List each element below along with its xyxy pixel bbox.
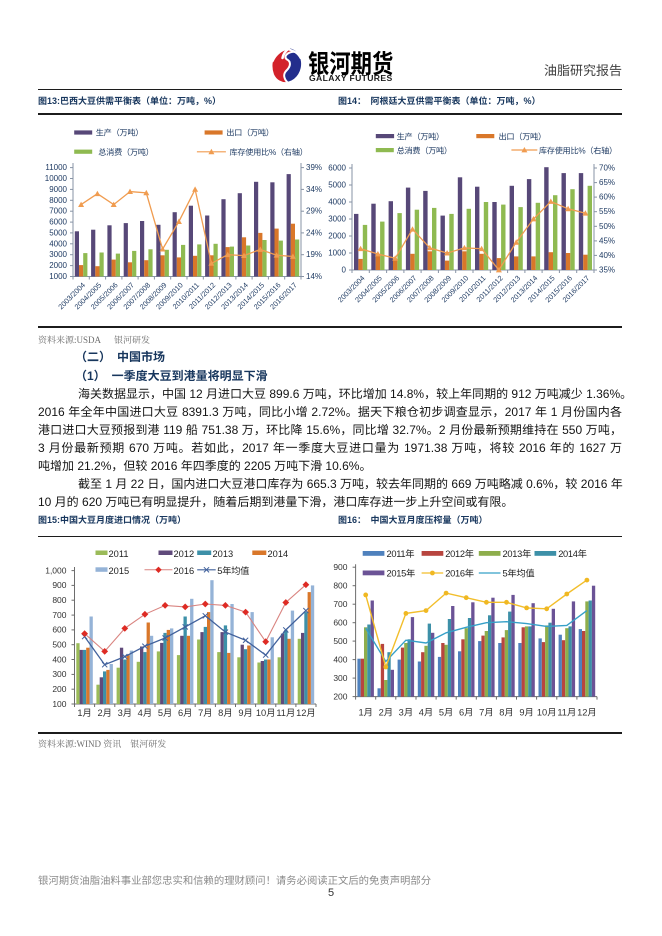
svg-text:生产（万吨）: 生产（万吨） (397, 131, 444, 141)
svg-text:2013: 2013 (213, 549, 234, 559)
svg-text:6000: 6000 (328, 164, 346, 173)
svg-text:6000: 6000 (49, 218, 67, 227)
svg-text:300: 300 (333, 673, 347, 683)
svg-text:600: 600 (333, 618, 347, 628)
svg-text:800: 800 (333, 581, 347, 591)
svg-text:55%: 55% (599, 207, 615, 216)
svg-text:2014: 2014 (268, 549, 289, 559)
svg-text:2000: 2000 (328, 232, 346, 241)
svg-text:6月: 6月 (178, 708, 192, 718)
svg-text:8月: 8月 (499, 708, 513, 718)
svg-text:4000: 4000 (49, 239, 67, 248)
svg-text:10月: 10月 (256, 708, 276, 718)
svg-text:8月: 8月 (218, 708, 232, 718)
svg-text:45%: 45% (599, 236, 615, 245)
svg-text:34%: 34% (306, 185, 322, 194)
svg-text:200: 200 (52, 684, 66, 694)
svg-text:800: 800 (52, 595, 66, 605)
svg-text:12月: 12月 (296, 708, 316, 718)
svg-text:24%: 24% (306, 228, 322, 237)
svg-text:19%: 19% (306, 250, 322, 259)
svg-text:2月: 2月 (97, 708, 111, 718)
svg-text:50%: 50% (599, 222, 615, 231)
svg-text:1月: 1月 (358, 708, 372, 718)
svg-text:400: 400 (52, 654, 66, 664)
svg-text:7000: 7000 (49, 207, 67, 216)
svg-text:2016: 2016 (174, 566, 195, 576)
svg-text:生产（万吨）: 生产（万吨） (96, 128, 143, 138)
svg-text:8000: 8000 (49, 196, 67, 205)
svg-text:总消费（万吨）: 总消费（万吨） (98, 147, 153, 157)
svg-text:600: 600 (52, 625, 66, 635)
svg-text:700: 700 (333, 599, 347, 609)
svg-text:5年均值: 5年均值 (503, 569, 535, 579)
svg-text:11月: 11月 (557, 708, 576, 718)
svg-text:60%: 60% (599, 193, 615, 202)
svg-text:9月: 9月 (519, 708, 533, 718)
svg-text:库存使用比%（右轴）: 库存使用比%（右轴） (539, 145, 617, 155)
svg-text:0: 0 (342, 266, 347, 275)
svg-text:总消费（万吨）: 总消费（万吨） (397, 145, 452, 155)
svg-text:2011年: 2011年 (387, 549, 415, 559)
svg-text:7月: 7月 (198, 708, 212, 718)
svg-text:200: 200 (333, 691, 347, 701)
svg-text:35%: 35% (599, 266, 615, 275)
svg-text:2015年: 2015年 (387, 569, 415, 579)
svg-text:29%: 29% (306, 207, 322, 216)
svg-text:300: 300 (52, 669, 66, 679)
svg-text:900: 900 (52, 580, 66, 590)
svg-text:4月: 4月 (419, 708, 433, 718)
svg-text:2月: 2月 (379, 708, 393, 718)
svg-text:4000: 4000 (328, 198, 346, 207)
svg-text:5000: 5000 (49, 228, 67, 237)
svg-text:9月: 9月 (238, 708, 252, 718)
svg-text:1000: 1000 (328, 249, 346, 258)
svg-text:4月: 4月 (138, 708, 152, 718)
svg-text:库存使用比%（右轴）: 库存使用比%（右轴） (230, 147, 308, 157)
svg-text:5年均值: 5年均值 (217, 566, 249, 576)
svg-text:2011: 2011 (109, 549, 129, 559)
svg-text:900: 900 (333, 562, 347, 572)
svg-text:3000: 3000 (328, 215, 346, 224)
svg-text:65%: 65% (599, 178, 615, 187)
svg-text:3月: 3月 (399, 708, 413, 718)
svg-text:500: 500 (333, 636, 347, 646)
svg-text:5月: 5月 (158, 708, 172, 718)
svg-text:700: 700 (52, 610, 66, 620)
svg-text:70%: 70% (599, 164, 615, 173)
svg-text:12月: 12月 (577, 708, 597, 718)
svg-text:1,000: 1,000 (45, 565, 67, 575)
svg-text:9000: 9000 (49, 185, 67, 194)
svg-text:2014年: 2014年 (558, 549, 586, 559)
svg-text:10月: 10月 (537, 708, 557, 718)
svg-text:2012年: 2012年 (445, 549, 473, 559)
svg-text:14%: 14% (306, 272, 322, 281)
svg-text:3月: 3月 (118, 708, 132, 718)
svg-text:11000: 11000 (45, 163, 67, 172)
svg-text:7月: 7月 (479, 708, 493, 718)
svg-text:出口（万吨）: 出口（万吨） (226, 128, 273, 138)
svg-text:500: 500 (52, 640, 66, 650)
svg-text:2013年: 2013年 (503, 549, 531, 559)
svg-text:5000: 5000 (328, 181, 346, 190)
svg-text:1000: 1000 (49, 272, 67, 281)
svg-text:出口（万吨）: 出口（万吨） (499, 131, 546, 141)
svg-text:100: 100 (52, 699, 66, 709)
svg-text:2012: 2012 (174, 549, 195, 559)
svg-text:5月: 5月 (439, 708, 453, 718)
svg-text:40%: 40% (599, 251, 615, 260)
svg-text:6月: 6月 (459, 708, 473, 718)
svg-text:2016年: 2016年 (445, 569, 473, 579)
svg-text:3000: 3000 (49, 250, 67, 259)
svg-text:11月: 11月 (276, 708, 295, 718)
svg-text:2000: 2000 (49, 261, 67, 270)
svg-text:400: 400 (333, 654, 347, 664)
svg-text:1月: 1月 (77, 708, 91, 718)
svg-text:10000: 10000 (45, 174, 68, 183)
svg-text:39%: 39% (306, 163, 322, 172)
svg-text:2015: 2015 (109, 566, 130, 576)
